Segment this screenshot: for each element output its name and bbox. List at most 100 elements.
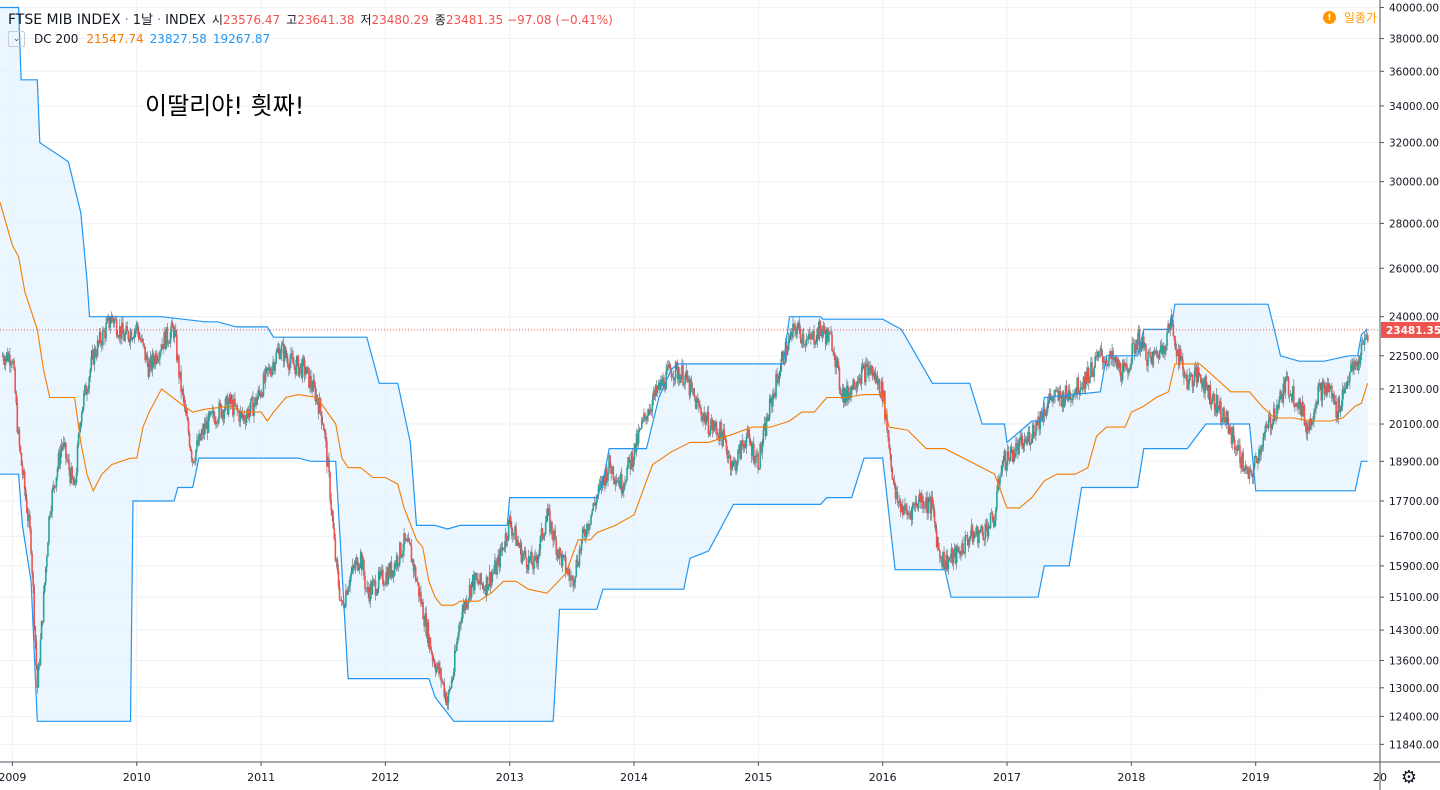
candle-body (1035, 421, 1037, 436)
candle-body (842, 387, 845, 403)
candle-body (320, 411, 323, 424)
candle-body (593, 503, 596, 505)
candle-body (4, 357, 7, 365)
candle-body (772, 393, 774, 407)
candle-body (1022, 445, 1025, 449)
candle-body (1224, 418, 1226, 423)
candle-body (1323, 382, 1326, 395)
candle-body (1253, 455, 1256, 467)
candle-body (736, 463, 738, 471)
candle-body (60, 445, 63, 451)
candle-body (1168, 323, 1170, 331)
candle-body (726, 450, 729, 459)
candle-body (123, 333, 125, 341)
candle-body (823, 326, 826, 334)
candle-body (667, 366, 670, 368)
candle-body (325, 433, 327, 442)
interval-label[interactable]: 1날 (132, 13, 153, 28)
gear-icon[interactable]: ⚙ (1400, 766, 1418, 788)
candle-body (1008, 459, 1011, 462)
candle-body (780, 358, 783, 371)
x-tick-label: 20 (1373, 771, 1387, 784)
candle-body (1294, 405, 1296, 407)
candle-body (1060, 395, 1063, 407)
candle-body (1102, 361, 1105, 363)
candle-body (1125, 363, 1127, 367)
candle-body (908, 512, 910, 515)
candle-body (788, 336, 791, 340)
candle-body (537, 555, 540, 564)
candle-body (911, 505, 914, 520)
candle-body (453, 650, 456, 673)
alert-icon: ! (1322, 11, 1336, 24)
candle-body (301, 358, 304, 378)
close-label: 종 (434, 13, 446, 27)
candle-body (894, 483, 897, 499)
low-value: 23480.29 (371, 13, 429, 27)
candle-body (258, 390, 261, 393)
candle-body (1010, 446, 1013, 450)
close-value: 23481.35 (445, 13, 504, 27)
candle-body (269, 367, 271, 373)
indicator-legend[interactable]: ⌄ DC 200 21547.74 23827.58 19267.87 (8, 31, 276, 47)
candle-body (1187, 383, 1189, 389)
candle-body (1014, 453, 1016, 457)
x-axis-labels[interactable]: 2009 2010 2011 2012 2013 2014 2015 2016 2017 2018… (0, 762, 1387, 784)
candle-body (944, 566, 946, 570)
candle-body (367, 587, 369, 593)
candle-body (238, 411, 240, 422)
y-axis-labels[interactable]: 40000.00 38000.00 36000.00 34000.00 32000.00… (1380, 3, 1439, 752)
candle-body (937, 542, 940, 551)
candle-body (105, 323, 107, 339)
candle-body (1075, 389, 1077, 395)
candle-body (1332, 393, 1334, 399)
candle-body (553, 530, 555, 541)
candle-body (1123, 362, 1126, 367)
indicator-upper-value: 23827.58 (149, 32, 207, 46)
candle-body (929, 497, 932, 514)
candle-body (830, 332, 832, 335)
candle-body (747, 429, 750, 435)
y-tick-label: 13000.00 (1389, 683, 1439, 695)
chart-annotation-text[interactable]: 이딸리야! 흿짜! (145, 92, 305, 120)
candle-body (131, 338, 134, 341)
candle-body (1081, 387, 1084, 389)
candle-body (840, 393, 843, 397)
candle-body (1184, 375, 1186, 378)
candle-body (636, 433, 639, 444)
candle-body (866, 363, 868, 365)
symbol-name[interactable]: FTSE MIB INDEX (8, 12, 121, 28)
candle-body (1175, 350, 1178, 357)
candle-body (262, 373, 265, 397)
candle-body (883, 391, 885, 402)
market-status[interactable]: ! 일종가 (1322, 9, 1377, 26)
candle-body (620, 474, 623, 494)
candle-body (403, 533, 405, 551)
candle-body (166, 327, 169, 343)
candle-body (654, 385, 657, 397)
candle-body (690, 380, 693, 388)
candle-body (515, 526, 517, 546)
candle-body (1231, 427, 1234, 444)
candle-body (847, 385, 849, 400)
candle-body (1361, 343, 1364, 345)
candle-body (1013, 453, 1015, 463)
indicator-name[interactable]: DC 200 (34, 32, 79, 46)
candle-body (1212, 394, 1215, 397)
candle-body (969, 535, 972, 540)
candle-body (12, 360, 14, 363)
candle-body (702, 416, 704, 421)
candle-body (1237, 445, 1239, 451)
chevron-down-icon[interactable]: ⌄ (8, 31, 25, 47)
candle-body (405, 539, 407, 541)
candle-body (604, 478, 606, 486)
candle-body (250, 399, 252, 410)
candle-body (643, 413, 645, 419)
candle-body (865, 363, 867, 383)
x-tick-label: 2015 (744, 771, 772, 784)
candle-body (150, 356, 153, 371)
candle-body (1129, 368, 1131, 370)
candle-body (835, 358, 838, 368)
candle-body (200, 434, 202, 440)
